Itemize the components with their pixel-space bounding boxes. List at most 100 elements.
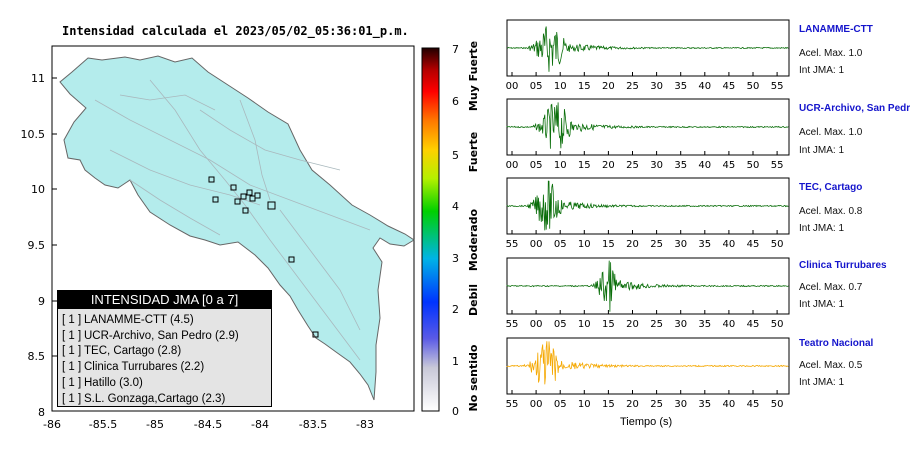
colorbar-tick: 7 xyxy=(452,43,459,56)
colorbar-label: Muy Fuerte xyxy=(467,41,480,111)
colorbar-tick: 6 xyxy=(452,95,459,108)
legend-header: INTENSIDAD JMA [0 a 7] xyxy=(58,291,271,309)
intensity-legend: INTENSIDAD JMA [0 a 7] [ 1 ] LANAMME-CTT … xyxy=(57,290,272,407)
station-accel: Acel. Max. 0.5 xyxy=(799,360,863,371)
waveform-tick-label: 15 xyxy=(578,81,591,92)
waveform-tick-label: 30 xyxy=(674,239,687,250)
waveform-tick-label: 45 xyxy=(723,160,736,171)
waveform-tick-label: 20 xyxy=(626,319,639,330)
y-tick-label: 8.5 xyxy=(28,350,46,363)
x-tick-label: -83 xyxy=(356,418,374,431)
station-name: UCR-Archivo, San Pedro xyxy=(799,103,910,114)
waveform-tick-label: 20 xyxy=(602,81,615,92)
station-accel: Acel. Max. 1.0 xyxy=(799,48,863,59)
waveform-tick-label: 50 xyxy=(771,319,784,330)
colorbar-tick: 0 xyxy=(452,405,459,418)
waveform-tick-label: 35 xyxy=(698,399,711,410)
station-jma: Int JMA: 1 xyxy=(799,299,845,310)
waveform-tick-label: 15 xyxy=(578,160,591,171)
y-tick-label: 10.5 xyxy=(21,128,46,141)
waveform-tick-label: 30 xyxy=(674,319,687,330)
y-tick-label: 9 xyxy=(38,295,45,308)
colorbar-tick: 1 xyxy=(452,355,459,368)
waveform-tick-label: 00 xyxy=(530,399,543,410)
legend-item: [ 1 ] S.L. Gonzaga,Cartago (2.3) xyxy=(62,392,226,405)
waveform-tick-label: 00 xyxy=(530,319,543,330)
waveform-tick-label: 05 xyxy=(554,399,567,410)
colorbar-labels: Muy Fuerte Fuerte Moderado Debil No sent… xyxy=(467,41,480,412)
station-markers xyxy=(208,176,319,338)
station-name: Teatro Nacional xyxy=(799,338,874,349)
colorbar-tick: 3 xyxy=(452,252,459,265)
map-x-axis: -86 -85.5 -85 -84.5 -84 -83.5 -83 xyxy=(43,418,374,431)
waveform-tick-label: 55 xyxy=(506,399,519,410)
waveform-tick-label: 20 xyxy=(626,399,639,410)
waveform-tick-label: 20 xyxy=(602,160,615,171)
waveform-tick-label: 50 xyxy=(747,81,760,92)
waveform-x-label: Tiempo (s) xyxy=(620,416,673,428)
waveform-trace xyxy=(506,260,789,312)
waveform-tick-label: 25 xyxy=(626,160,639,171)
waveform-tick-label: 05 xyxy=(530,81,543,92)
road-network xyxy=(94,79,371,361)
colorbar-label: Moderado xyxy=(467,209,480,272)
x-tick-label: -85 xyxy=(146,418,164,431)
waveform-tick-label: 50 xyxy=(747,160,760,171)
colorbar-tick: 4 xyxy=(452,200,459,213)
waveform-tick-label: 10 xyxy=(578,239,591,250)
legend-item: [ 1 ] UCR-Archivo, San Pedro (2.9) xyxy=(62,329,239,342)
waveform-trace xyxy=(506,26,789,72)
waveform-tick-label: 25 xyxy=(626,81,639,92)
waveform-tick-label: 40 xyxy=(698,81,711,92)
station-jma: Int JMA: 1 xyxy=(799,377,845,388)
waveform-tick-label: 40 xyxy=(698,160,711,171)
waveform-tick-label: 35 xyxy=(698,319,711,330)
y-tick-label: 11 xyxy=(31,72,45,85)
x-tick-label: -84.5 xyxy=(194,418,222,431)
colorbar-ticks: 7 6 5 4 3 2 1 0 xyxy=(452,43,459,418)
colorbar-label: Debil xyxy=(467,284,480,316)
x-tick-label: -83.5 xyxy=(299,418,327,431)
waveform-tick-label: 55 xyxy=(506,239,519,250)
waveform-tick-label: 55 xyxy=(771,81,784,92)
x-tick-label: -84 xyxy=(251,418,269,431)
waveform-tick-label: 00 xyxy=(506,160,519,171)
station-name: Clinica Turrubares xyxy=(799,260,887,271)
station-name: TEC, Cartago xyxy=(799,182,863,193)
waveform-tick-label: 25 xyxy=(650,239,663,250)
waveform-tick-label: 30 xyxy=(674,399,687,410)
waveform-tick-label: 00 xyxy=(530,239,543,250)
waveform-tick-label: 35 xyxy=(698,239,711,250)
waveform-tick-label: 55 xyxy=(771,160,784,171)
waveform-trace xyxy=(506,180,789,231)
intensity-colorbar xyxy=(421,47,440,412)
legend-item: [ 1 ] Clinica Turrubares (2.2) xyxy=(62,361,205,374)
y-tick-label: 8 xyxy=(38,406,45,419)
station-accel: Acel. Max. 1.0 xyxy=(799,127,863,138)
legend-item: [ 1 ] LANAMME-CTT (4.5) xyxy=(62,314,194,326)
colorbar-tick: 2 xyxy=(452,303,459,316)
y-tick-label: 9.5 xyxy=(28,239,46,252)
waveform-tick-label: 35 xyxy=(674,81,687,92)
station-name: LANAMME-CTT xyxy=(799,24,873,35)
legend-item: [ 1 ] TEC, Cartago (2.8) xyxy=(62,345,182,358)
waveform-tick-label: 30 xyxy=(650,160,663,171)
waveform-tick-label: 45 xyxy=(747,239,760,250)
waveform-tick-label: 15 xyxy=(602,399,615,410)
waveform-tick-label: 45 xyxy=(747,319,760,330)
waveform-tick-label: 05 xyxy=(554,319,567,330)
station-jma: Int JMA: 1 xyxy=(799,145,845,156)
waveform-tick-label: 20 xyxy=(626,239,639,250)
waveform-tick-label: 05 xyxy=(554,239,567,250)
x-tick-label: -86 xyxy=(43,418,61,431)
waveform-tick-label: 00 xyxy=(506,81,519,92)
waveform-tick-label: 25 xyxy=(650,319,663,330)
x-tick-label: -85.5 xyxy=(89,418,117,431)
y-tick-label: 10 xyxy=(31,183,45,196)
station-accel: Acel. Max. 0.7 xyxy=(799,282,863,293)
waveform-tick-label: 35 xyxy=(674,160,687,171)
waveform-tick-label: 40 xyxy=(723,319,736,330)
waveform-tick-label: 15 xyxy=(602,239,615,250)
waveform-tick-label: 50 xyxy=(771,399,784,410)
